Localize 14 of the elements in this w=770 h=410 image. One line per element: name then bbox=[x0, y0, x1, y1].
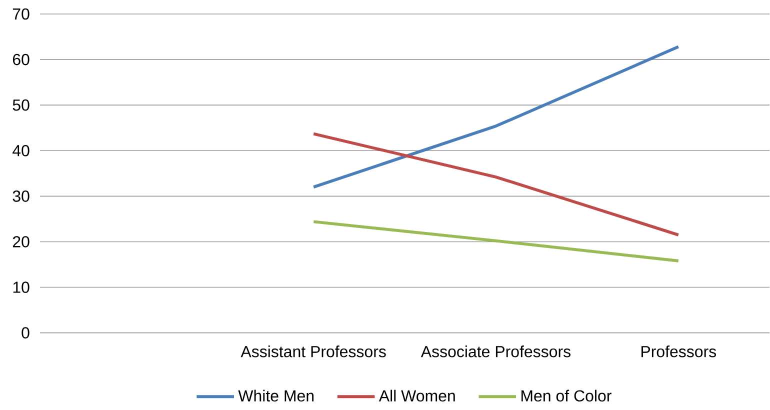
y-tick-label: 0 bbox=[22, 327, 30, 339]
y-tick-label: 20 bbox=[12, 236, 30, 248]
y-tick-label: 60 bbox=[12, 54, 30, 66]
legend-label: Men of Color bbox=[522, 390, 612, 402]
y-tick-label: 50 bbox=[12, 100, 30, 111]
y-tick-label: 10 bbox=[13, 282, 30, 294]
y-tick-label: 30 bbox=[12, 190, 30, 202]
y-tick-label: 40 bbox=[12, 145, 30, 156]
x-tick-label: Associate Professors bbox=[420, 346, 570, 358]
legend-label: White Men bbox=[238, 390, 314, 402]
x-tick-label: Assistant Professors bbox=[240, 346, 386, 358]
x-tick-label: Professors bbox=[642, 346, 716, 358]
y-tick-label: 70 bbox=[12, 8, 30, 20]
legend-label: All Women bbox=[378, 390, 455, 402]
